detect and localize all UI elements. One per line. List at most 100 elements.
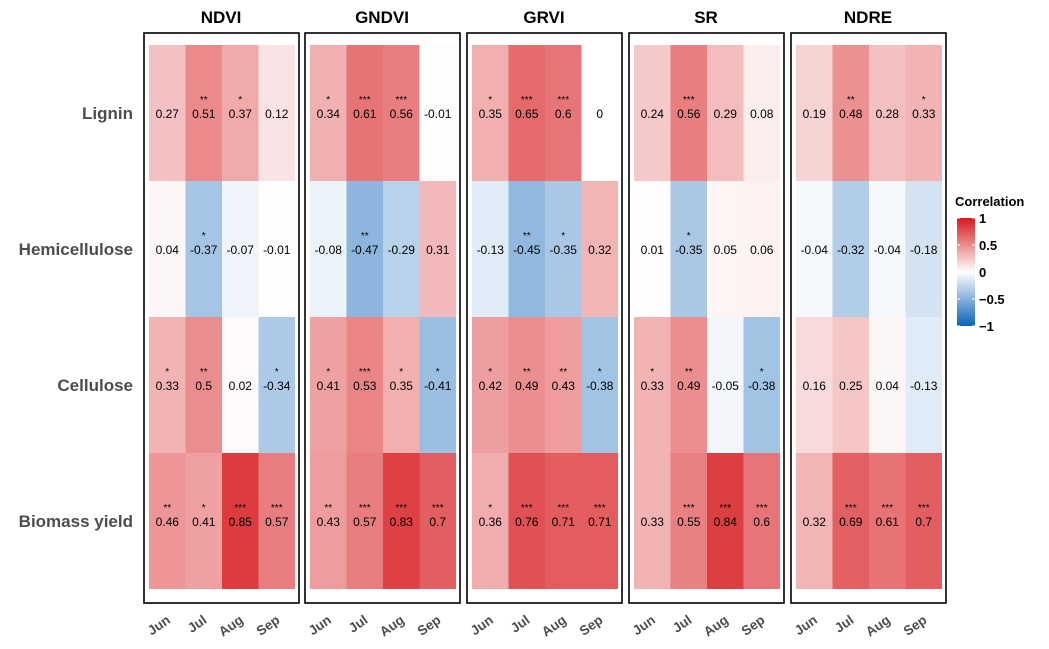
- heatmap-cell-ndvi-biomass-yield-sep: [258, 453, 295, 589]
- x-tick-label-gndvi-sep: Sep: [415, 612, 444, 638]
- significance-label-grvi-cellulose-sep: *: [598, 367, 602, 378]
- heatmap-cell-grvi-cellulose-aug: [545, 317, 582, 453]
- value-label-ndvi-hemicellulose-aug: -0.07: [227, 243, 255, 257]
- value-label-ndvi-hemicellulose-jul: -0.37: [190, 243, 218, 257]
- value-label-grvi-lignin-aug: 0.6: [555, 107, 572, 121]
- significance-label-ndvi-cellulose-jun: *: [165, 367, 169, 378]
- value-label-gndvi-cellulose-aug: 0.35: [390, 379, 414, 393]
- panel-title-ndre: NDRE: [844, 8, 892, 27]
- heatmap-cell-ndvi-biomass-yield-jun: [149, 453, 186, 589]
- heatmap-cell-sr-lignin-jun: [634, 45, 671, 181]
- value-label-grvi-lignin-jul: 0.65: [515, 107, 539, 121]
- significance-label-gndvi-cellulose-jun: *: [326, 367, 330, 378]
- value-label-gndvi-lignin-sep: -0.01: [424, 107, 452, 121]
- value-label-ndre-hemicellulose-sep: -0.18: [910, 243, 938, 257]
- heatmap-cell-gndvi-hemicellulose-jul: [346, 181, 383, 317]
- x-tick-label-sr-jul: Jul: [670, 612, 695, 635]
- significance-label-gndvi-biomass-yield-jun: **: [324, 503, 332, 514]
- value-label-ndvi-cellulose-sep: -0.34: [263, 379, 291, 393]
- heatmap-cell-gndvi-lignin-sep: [419, 45, 456, 181]
- significance-label-sr-lignin-jul: ***: [683, 95, 695, 106]
- significance-label-ndvi-biomass-yield-aug: ***: [234, 503, 246, 514]
- heatmap-cell-gndvi-lignin-jun: [310, 45, 347, 181]
- value-label-gndvi-lignin-aug: 0.56: [390, 107, 414, 121]
- significance-label-gndvi-lignin-aug: ***: [395, 95, 407, 106]
- significance-label-grvi-biomass-yield-aug: ***: [557, 503, 569, 514]
- significance-label-sr-biomass-yield-sep: ***: [756, 503, 768, 514]
- significance-label-sr-cellulose-sep: *: [760, 367, 764, 378]
- heatmap-cell-grvi-biomass-yield-jul: [508, 453, 545, 589]
- value-label-ndvi-biomass-yield-jun: 0.46: [156, 515, 180, 529]
- heatmap-cell-ndre-lignin-jul: [832, 45, 869, 181]
- significance-label-ndvi-cellulose-jul: **: [200, 367, 208, 378]
- panel-frame-grvi: [466, 32, 623, 604]
- significance-label-ndre-biomass-yield-jul: ***: [845, 503, 857, 514]
- value-label-sr-cellulose-aug: -0.05: [712, 379, 740, 393]
- value-label-sr-biomass-yield-sep: 0.6: [753, 515, 770, 529]
- significance-label-ndre-biomass-yield-sep: ***: [918, 503, 930, 514]
- significance-label-sr-hemicellulose-jul: *: [687, 231, 691, 242]
- significance-label-gndvi-biomass-yield-jul: ***: [359, 503, 371, 514]
- value-label-sr-lignin-jun: 0.24: [641, 107, 665, 121]
- significance-label-sr-cellulose-jul: **: [685, 367, 693, 378]
- heatmap-cell-sr-cellulose-sep: [743, 317, 780, 453]
- significance-label-gndvi-lignin-jun: *: [326, 95, 330, 106]
- value-label-gndvi-biomass-yield-aug: 0.83: [390, 515, 414, 529]
- x-tick-label-ndvi-jul: Jul: [185, 612, 210, 635]
- value-label-grvi-cellulose-jun: 0.42: [479, 379, 503, 393]
- x-tick-label-gndvi-aug: Aug: [377, 612, 407, 639]
- significance-label-ndvi-hemicellulose-jul: *: [202, 231, 206, 242]
- heatmap-cell-gndvi-cellulose-sep: [419, 317, 456, 453]
- value-label-gndvi-cellulose-sep: -0.41: [424, 379, 452, 393]
- significance-label-gndvi-biomass-yield-aug: ***: [395, 503, 407, 514]
- value-label-ndvi-cellulose-jul: 0.5: [195, 379, 212, 393]
- heatmap-cell-gndvi-lignin-aug: [383, 45, 420, 181]
- heatmap-cell-grvi-biomass-yield-sep: [581, 453, 618, 589]
- significance-label-gndvi-hemicellulose-jul: **: [361, 231, 369, 242]
- heatmap-cell-sr-hemicellulose-jul: [670, 181, 707, 317]
- x-tick-label-sr-aug: Aug: [701, 612, 731, 639]
- heatmap-cell-ndvi-hemicellulose-jul: [185, 181, 222, 317]
- value-label-ndre-cellulose-jun: 0.16: [803, 379, 827, 393]
- heatmap-cell-sr-hemicellulose-aug: [707, 181, 744, 317]
- heatmap-cell-ndre-hemicellulose-sep: [905, 181, 942, 317]
- value-label-gndvi-lignin-jun: 0.34: [317, 107, 341, 121]
- value-label-sr-cellulose-jul: 0.49: [677, 379, 701, 393]
- x-tick-label-sr-jun: Jun: [630, 612, 658, 638]
- heatmap-cell-grvi-hemicellulose-jun: [472, 181, 509, 317]
- value-label-ndre-lignin-jun: 0.19: [803, 107, 827, 121]
- value-label-ndvi-lignin-aug: 0.37: [229, 107, 253, 121]
- significance-label-grvi-hemicellulose-aug: *: [561, 231, 565, 242]
- heatmap-cell-sr-cellulose-jul: [670, 317, 707, 453]
- heatmap-cell-ndvi-biomass-yield-jul: [185, 453, 222, 589]
- value-label-ndre-lignin-aug: 0.28: [876, 107, 900, 121]
- heatmap-cell-gndvi-cellulose-aug: [383, 317, 420, 453]
- value-label-sr-hemicellulose-sep: 0.06: [750, 243, 774, 257]
- legend-tick-label-2: 0: [979, 265, 986, 280]
- value-label-ndre-lignin-jul: 0.48: [839, 107, 863, 121]
- value-label-gndvi-lignin-jul: 0.61: [353, 107, 377, 121]
- significance-label-grvi-cellulose-jul: **: [523, 367, 531, 378]
- significance-label-grvi-biomass-yield-jun: *: [488, 503, 492, 514]
- panel-frame-gndvi: [304, 32, 461, 604]
- value-label-ndvi-hemicellulose-sep: -0.01: [263, 243, 291, 257]
- value-label-grvi-cellulose-aug: 0.43: [552, 379, 576, 393]
- value-label-ndvi-cellulose-jun: 0.33: [156, 379, 180, 393]
- value-label-grvi-hemicellulose-jul: -0.45: [513, 243, 541, 257]
- value-label-grvi-cellulose-sep: -0.38: [586, 379, 614, 393]
- value-label-sr-biomass-yield-aug: 0.84: [714, 515, 738, 529]
- value-label-grvi-hemicellulose-jun: -0.13: [477, 243, 505, 257]
- heatmap-cell-ndre-biomass-yield-sep: [905, 453, 942, 589]
- value-label-grvi-biomass-yield-aug: 0.71: [552, 515, 576, 529]
- heatmap-cell-ndvi-lignin-jul: [185, 45, 222, 181]
- x-tick-label-ndre-jun: Jun: [792, 612, 820, 638]
- significance-label-gndvi-cellulose-sep: *: [436, 367, 440, 378]
- heatmap-cell-gndvi-hemicellulose-sep: [419, 181, 456, 317]
- panel-frame-sr: [628, 32, 785, 604]
- value-label-gndvi-hemicellulose-sep: 0.31: [426, 243, 450, 257]
- heatmap-cell-sr-cellulose-jun: [634, 317, 671, 453]
- heatmap-cell-ndre-cellulose-sep: [905, 317, 942, 453]
- heatmap-cell-gndvi-hemicellulose-jun: [310, 181, 347, 317]
- heatmap-cell-grvi-hemicellulose-aug: [545, 181, 582, 317]
- heatmap-cell-ndvi-lignin-sep: [258, 45, 295, 181]
